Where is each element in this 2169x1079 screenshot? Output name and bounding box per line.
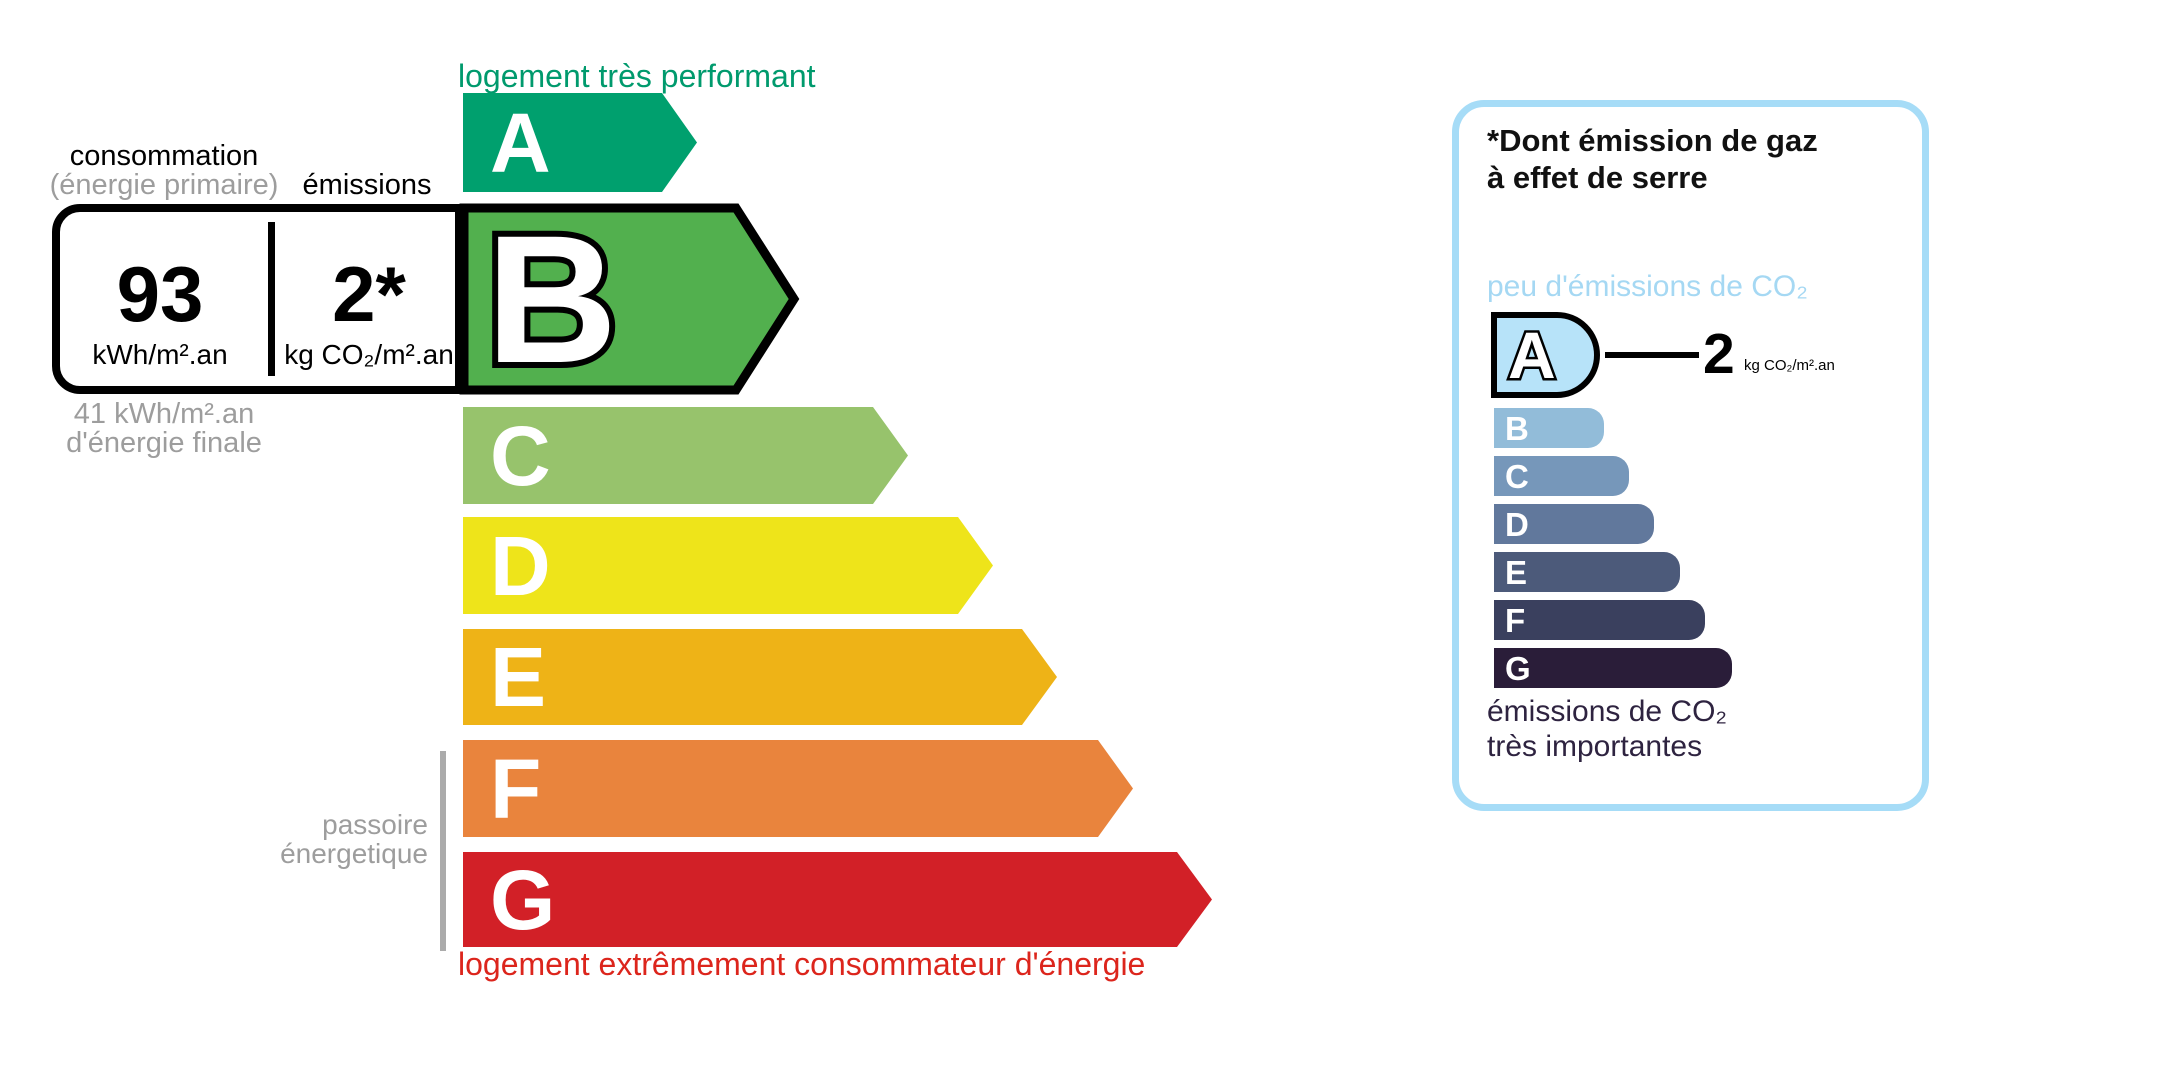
co2-class-e-letter: E	[1505, 553, 1528, 591]
class-f-arrow: F	[463, 740, 1133, 837]
co2-panel-title: *Dont émission de gaz	[1487, 123, 1818, 158]
class-a-letter: A	[490, 95, 551, 190]
emissions-value: 2*	[332, 250, 406, 338]
energy-sieve-label-2: énergetique	[280, 838, 428, 869]
class-g-arrow: G	[463, 852, 1212, 947]
consumption-unit: kWh/m².an	[92, 339, 228, 370]
emissions-unit: kg CO₂/m².an	[284, 339, 454, 370]
class-c-arrow: C	[463, 407, 908, 504]
co2-class-a-arrow-current: A	[1491, 312, 1600, 398]
co2-class-c-letter: C	[1505, 457, 1529, 495]
co2-class-d-letter: D	[1505, 505, 1529, 543]
co2-emissions-panel: *Dont émission de gaz à effet de serre p…	[1452, 100, 1929, 811]
values-box	[52, 204, 463, 394]
co2-high-caption-2: très importantes	[1487, 730, 1703, 763]
values-box-divider	[268, 222, 275, 376]
co2-high-caption: émissions de CO₂	[1487, 695, 1728, 728]
co2-class-a-letter: A	[1508, 318, 1556, 392]
co2-class-b-bar: B	[1494, 408, 1604, 448]
co2-class-d-bar: D	[1494, 504, 1654, 544]
emissions-cell: 2* kg CO₂/m².an	[275, 204, 463, 394]
class-b-letter: B	[486, 200, 617, 398]
class-g-letter: G	[490, 852, 556, 947]
co2-class-c-bar: C	[1494, 456, 1629, 496]
class-b-arrow-current: B	[459, 200, 800, 398]
energy-sieve-label: passoire	[322, 809, 428, 840]
co2-low-caption: peu d'émissions de CO₂	[1487, 270, 1808, 303]
co2-class-g-bar: G	[1494, 648, 1732, 688]
class-e-arrow: E	[463, 629, 1057, 725]
consumption-value: 93	[116, 250, 204, 338]
class-b-arrow-shape	[459, 203, 800, 395]
co2-class-f-bar: F	[1494, 600, 1705, 640]
co2-class-e-bar: E	[1494, 552, 1680, 592]
consumption-cell: 93 kWh/m².an	[52, 204, 268, 394]
final-energy-label: d'énergie finale	[66, 427, 262, 459]
co2-class-b-letter: B	[1505, 409, 1529, 447]
class-e-letter: E	[490, 630, 547, 724]
class-f-letter: F	[490, 741, 542, 836]
co2-class-g-letter: G	[1505, 649, 1531, 687]
bottom-consumer-caption: logement extrêmement consommateur d'éner…	[458, 946, 1146, 982]
primary-energy-sublabel: (énergie primaire)	[49, 169, 279, 201]
consumption-label: consommation	[69, 140, 259, 172]
co2-panel-title-2: à effet de serre	[1487, 160, 1708, 195]
emissions-label: émissions	[302, 169, 432, 201]
energy-sieve-bracket	[440, 751, 446, 951]
co2-class-a-shape	[1491, 312, 1600, 398]
co2-class-f-letter: F	[1505, 601, 1526, 639]
final-energy-value: 41 kWh/m².an	[73, 398, 255, 430]
co2-value-unit: kg CO₂/m².an	[1744, 357, 1835, 374]
co2-value-connector-line	[1605, 352, 1699, 358]
class-c-letter: C	[490, 408, 551, 503]
top-performance-caption: logement très performant	[458, 58, 816, 94]
class-d-letter: D	[490, 518, 551, 613]
co2-value: 2	[1703, 322, 1735, 386]
class-a-arrow: A	[463, 93, 697, 192]
class-d-arrow: D	[463, 517, 993, 614]
